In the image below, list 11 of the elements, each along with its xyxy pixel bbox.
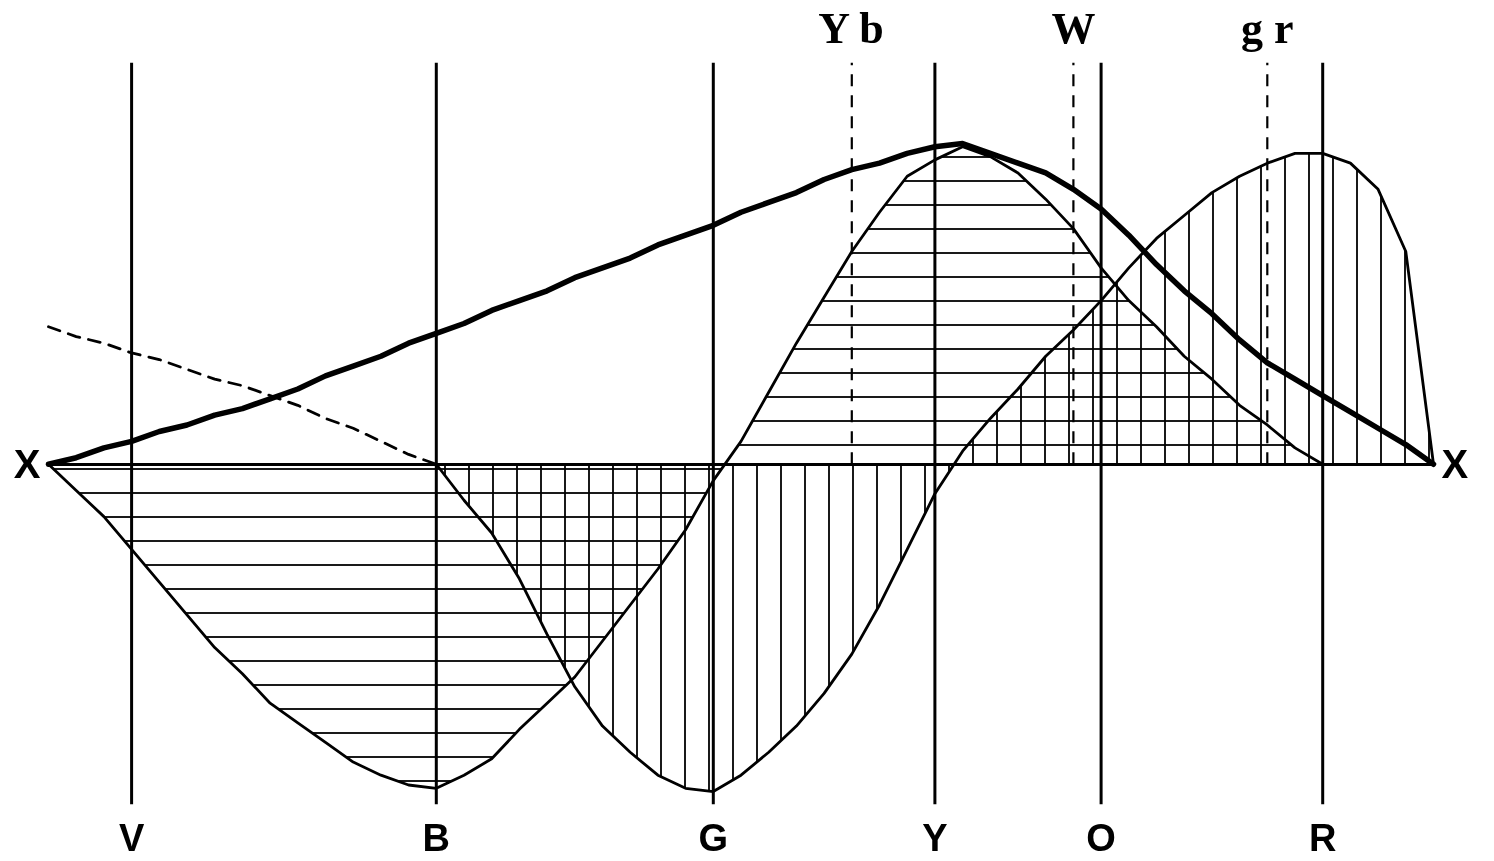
- x-tick-label: W: [1051, 3, 1096, 53]
- text: X: [1441, 442, 1469, 487]
- x-tick-label: Y b: [818, 3, 884, 53]
- x-tick-label: B: [422, 816, 451, 859]
- x-tick-label: O: [1086, 816, 1116, 859]
- x-tick-label: V: [118, 816, 145, 859]
- text: X: [13, 442, 41, 487]
- x-tick-label: G: [698, 816, 729, 859]
- x-tick-label: g r: [1241, 3, 1294, 53]
- x-tick-label: Y: [922, 816, 948, 859]
- x-tick-label: R: [1308, 816, 1337, 859]
